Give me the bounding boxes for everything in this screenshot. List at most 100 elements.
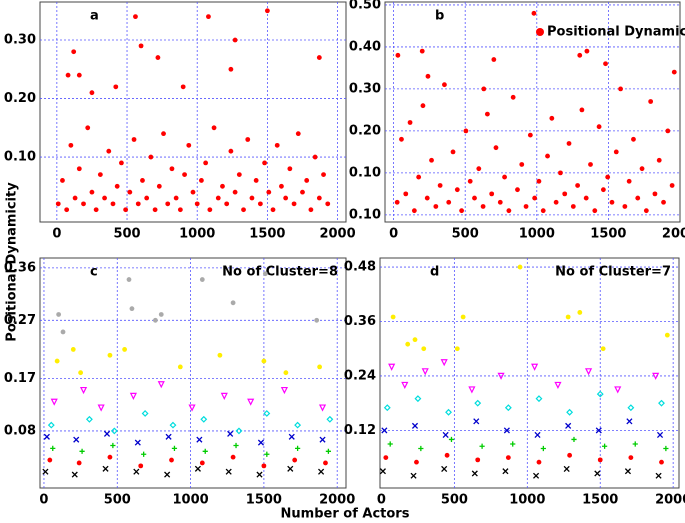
point xyxy=(232,37,238,43)
point xyxy=(188,404,196,412)
point xyxy=(562,191,568,197)
point xyxy=(148,154,154,160)
point xyxy=(531,10,537,16)
point xyxy=(283,370,289,376)
point xyxy=(47,457,53,463)
point xyxy=(211,125,217,131)
point xyxy=(206,14,211,20)
point xyxy=(622,204,628,209)
point xyxy=(597,457,603,463)
point xyxy=(476,166,482,172)
point xyxy=(395,52,401,58)
y-tick-label: 0.17 xyxy=(4,371,36,386)
point xyxy=(60,178,65,183)
point xyxy=(169,457,174,463)
point xyxy=(141,410,149,417)
point xyxy=(266,189,272,195)
point xyxy=(399,136,404,142)
point xyxy=(421,368,429,376)
point xyxy=(553,199,559,205)
point xyxy=(316,195,322,201)
point xyxy=(288,433,295,440)
point xyxy=(596,124,602,130)
plot-frame xyxy=(384,1,681,223)
point xyxy=(459,208,465,214)
point xyxy=(233,442,239,449)
point xyxy=(669,183,675,188)
point xyxy=(421,346,427,352)
point xyxy=(627,404,635,412)
point xyxy=(158,312,164,317)
point xyxy=(429,157,434,163)
x-tick-label: 0 xyxy=(389,227,398,242)
point xyxy=(489,191,495,197)
point xyxy=(656,431,664,438)
point xyxy=(497,372,505,380)
point xyxy=(326,415,334,423)
point xyxy=(138,43,144,49)
point xyxy=(249,195,255,201)
y-tick-label: 0.27 xyxy=(4,313,36,328)
point xyxy=(102,465,109,472)
x-tick-label: 2000 xyxy=(319,493,355,508)
point xyxy=(442,431,449,438)
point xyxy=(155,55,161,60)
point xyxy=(502,468,509,475)
point xyxy=(300,189,305,195)
y-tick-label: 0.20 xyxy=(4,91,36,106)
point xyxy=(127,189,133,195)
point xyxy=(182,172,187,178)
point xyxy=(425,73,431,79)
point xyxy=(73,436,80,443)
point xyxy=(107,454,113,460)
point xyxy=(220,183,225,189)
point xyxy=(107,352,113,358)
point xyxy=(225,468,232,475)
point xyxy=(262,160,267,166)
point xyxy=(85,415,93,423)
point xyxy=(491,57,497,62)
point xyxy=(600,187,606,193)
point xyxy=(235,427,243,435)
point xyxy=(503,427,510,434)
point xyxy=(510,441,516,447)
point xyxy=(81,201,86,207)
point xyxy=(110,427,118,435)
y-tick-label: 0.50 xyxy=(349,0,381,12)
point xyxy=(261,463,267,469)
point xyxy=(323,460,328,466)
point xyxy=(133,14,138,20)
point xyxy=(287,166,293,172)
legend-label: Positional Dynamicity xyxy=(547,25,685,40)
point xyxy=(474,399,482,407)
point xyxy=(122,347,128,352)
point xyxy=(383,404,391,412)
point xyxy=(517,264,523,270)
point xyxy=(626,418,633,425)
point xyxy=(102,195,107,201)
point xyxy=(257,439,265,446)
point xyxy=(50,398,58,406)
point xyxy=(414,459,419,465)
point xyxy=(448,436,455,443)
x-tick-label: 1000 xyxy=(179,227,215,242)
point xyxy=(379,468,386,475)
point xyxy=(114,183,120,189)
point xyxy=(123,207,129,213)
point xyxy=(566,408,574,416)
point xyxy=(202,448,208,454)
point xyxy=(484,111,490,117)
point xyxy=(199,460,205,466)
point xyxy=(236,172,242,178)
point xyxy=(134,439,141,446)
point xyxy=(656,157,662,163)
point xyxy=(575,183,581,188)
point xyxy=(171,445,178,452)
point xyxy=(42,468,49,475)
point xyxy=(321,172,326,178)
point xyxy=(603,61,608,67)
point xyxy=(639,166,645,172)
point xyxy=(274,142,280,148)
point xyxy=(318,404,327,412)
